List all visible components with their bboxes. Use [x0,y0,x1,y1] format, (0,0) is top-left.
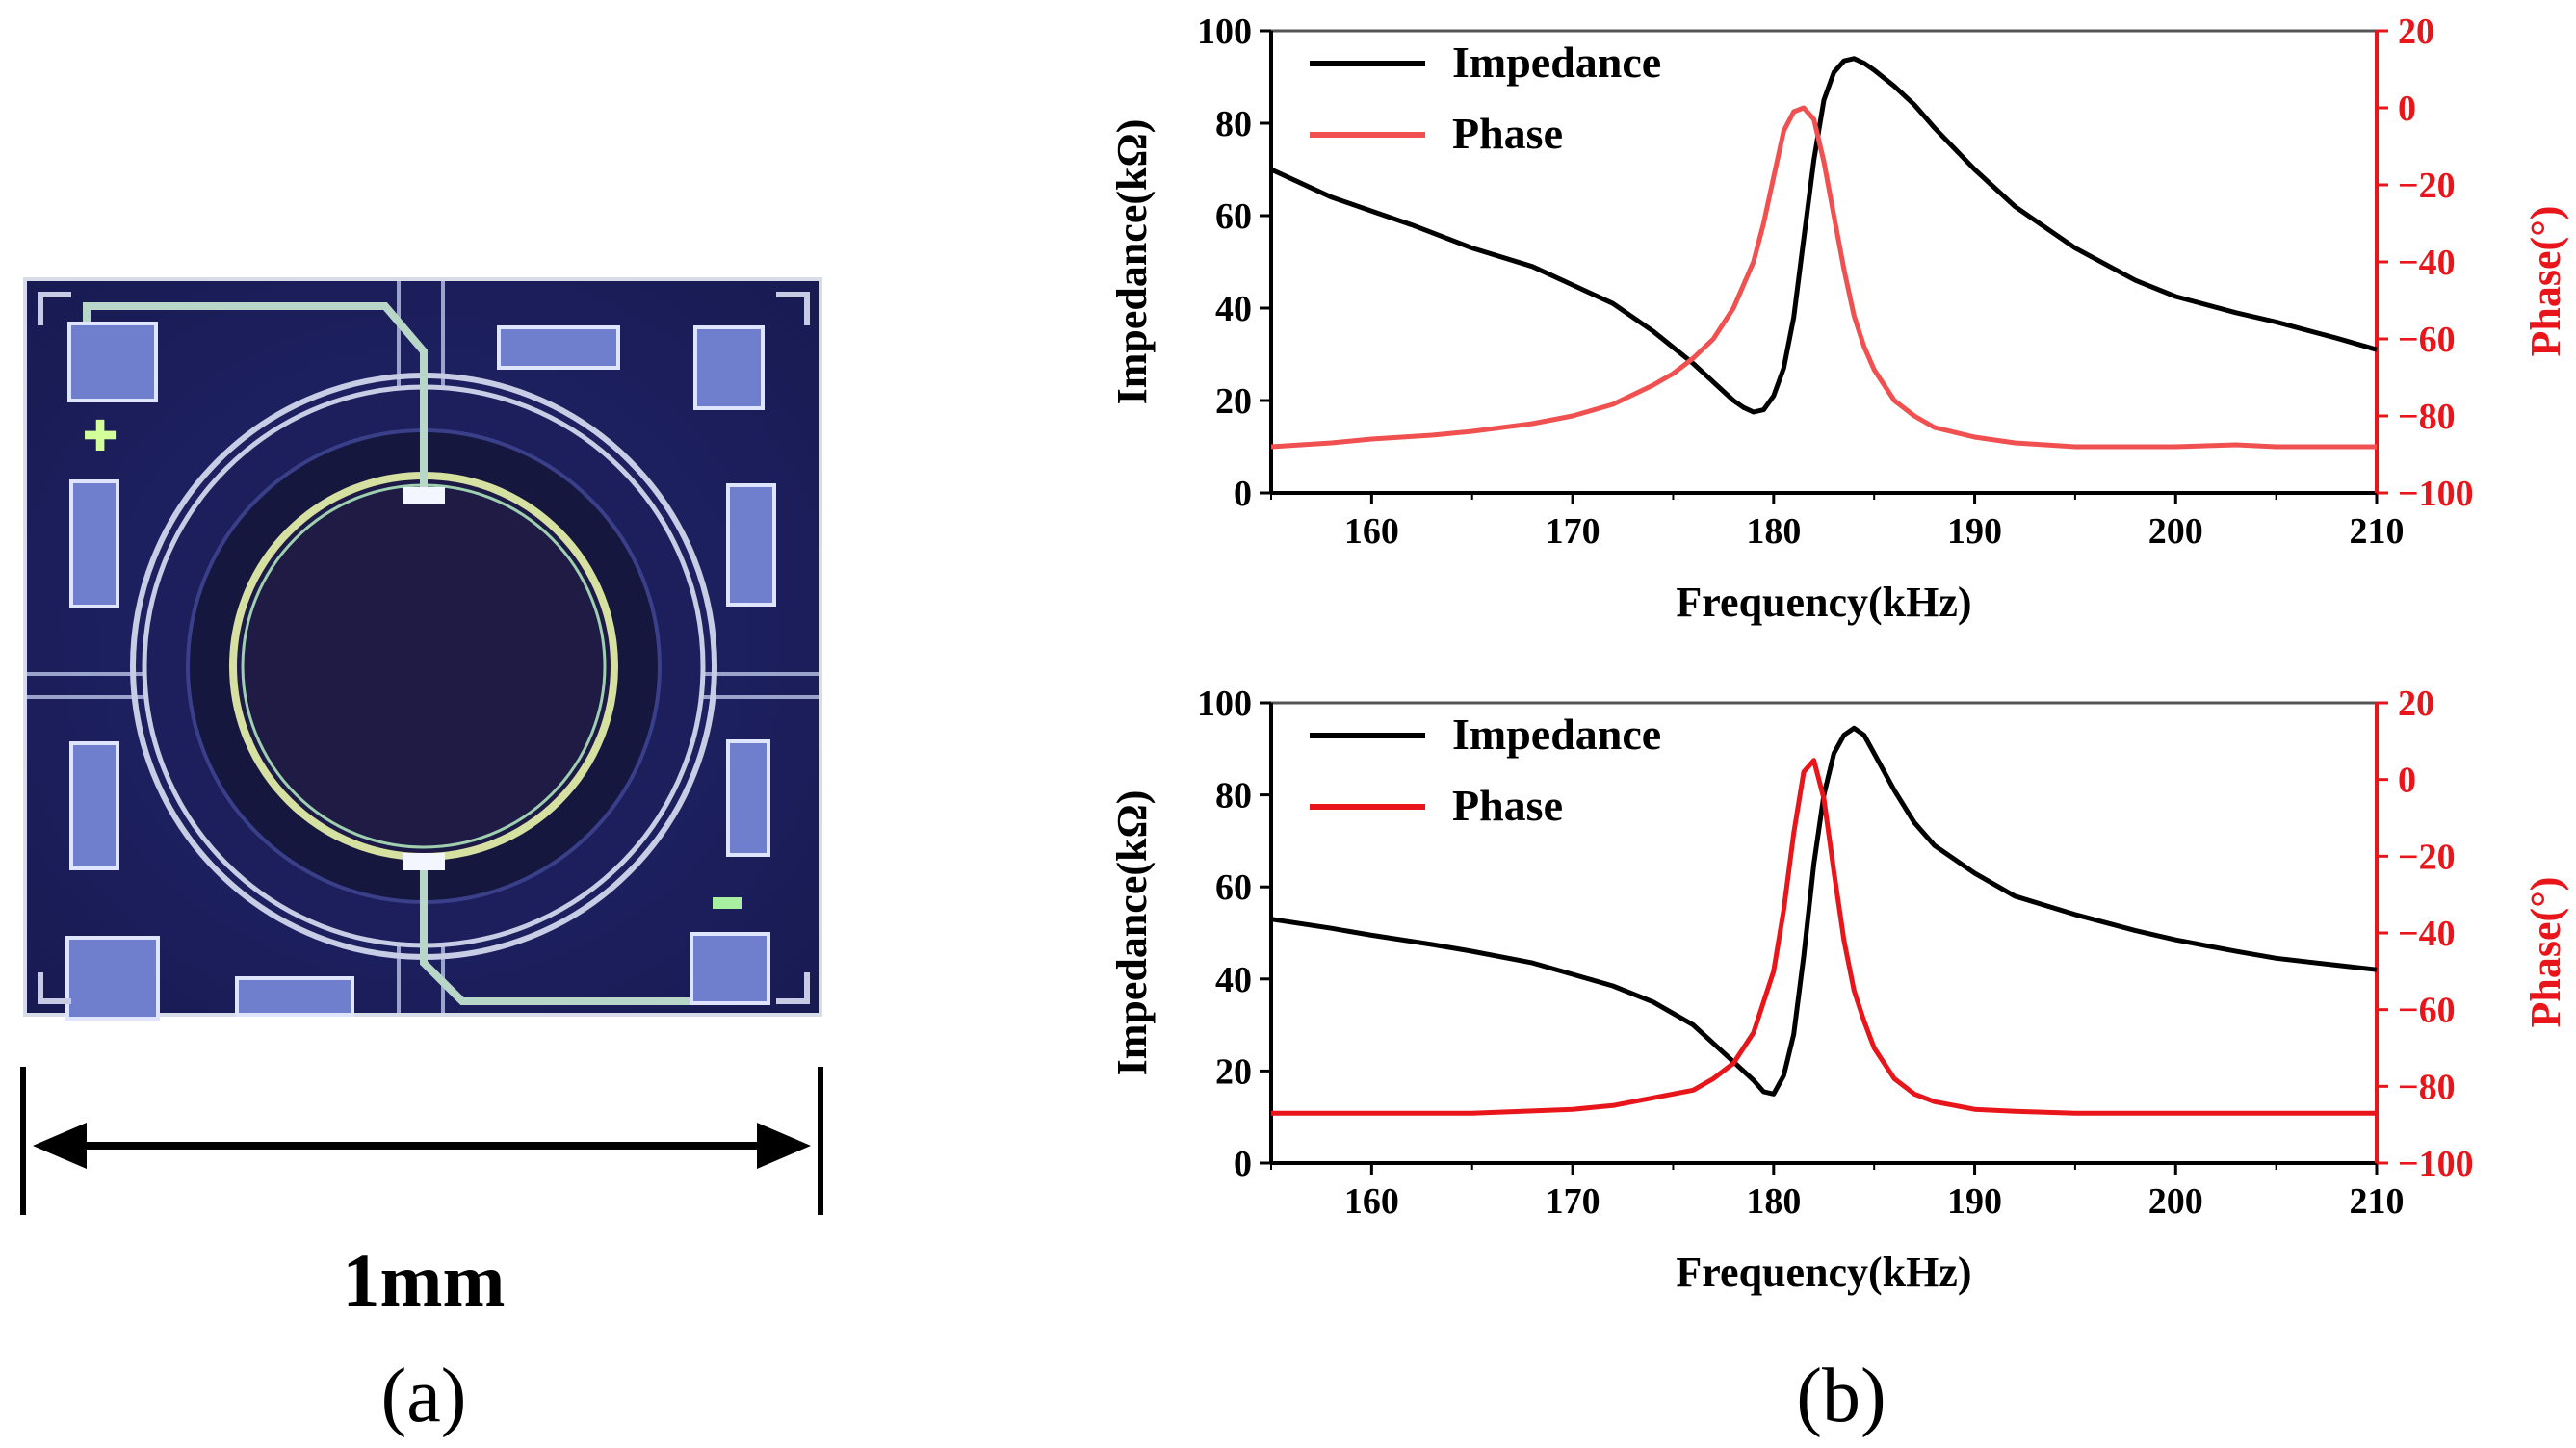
y-tick-label: 60 [1215,196,1252,237]
y-tick-label: 100 [1197,684,1252,724]
y2-tick-label: −60 [2398,991,2456,1031]
y2-tick-label: 20 [2398,12,2434,52]
y-tick-label: 60 [1215,867,1252,908]
y2-tick-label: −20 [2398,837,2456,877]
y-tick-label: 100 [1197,12,1252,52]
x-tick-label: 190 [1947,511,2002,552]
x-tick-label: 210 [2350,511,2405,552]
y2-tick-label: 20 [2398,684,2434,724]
y2-tick-label: 0 [2398,761,2416,801]
x-tick-label: 210 [2350,1181,2405,1222]
x-tick-label: 170 [1546,1181,1600,1222]
y-axis-title: Impedance(kΩ) [1108,119,1156,405]
series-phase-line [1270,105,2377,450]
scale-label: 1mm [343,1238,506,1322]
x-tick-label: 170 [1546,511,1600,552]
y2-tick-label: −100 [2398,474,2474,514]
y-tick-label: 80 [1215,104,1252,144]
x-axis-title: Frequency(kHz) [1676,1249,1971,1296]
y2-tick-label: −20 [2398,166,2456,206]
y-tick-label: 20 [1215,381,1252,422]
series-phase-line [1271,758,2377,1116]
y-axis-title: Impedance(kΩ) [1108,790,1156,1076]
y-tick-label: 20 [1215,1051,1252,1092]
x-tick-label: 190 [1947,1181,2002,1222]
svg-text:✚: ✚ [83,412,118,461]
x-tick-label: 200 [2148,511,2203,552]
series-impedance-line [1270,725,2378,1097]
y2-tick-label: −80 [2398,397,2456,437]
panel-a-label: (a) [381,1354,467,1438]
x-tick-label: 200 [2148,1181,2203,1222]
y2-tick-label: 0 [2398,89,2416,129]
y-tick-label: 40 [1215,960,1252,1000]
y-tick-label: 80 [1215,776,1252,816]
x-axis-title: Frequency(kHz) [1676,579,1971,626]
chip-photo: ✚ [23,277,822,1021]
legend-label-impedance: Impedance [1452,38,1661,87]
legend-label-phase: Phase [1452,109,1563,158]
impedance-phase-chart-bottom: 160 170 180 190 200 210020406080100−100−80−60… [1108,684,2569,1296]
y2-axis-title: Phase(°) [2522,206,2569,357]
x-tick-label: 160 [1344,511,1399,552]
x-tick-label: 180 [1746,1181,1801,1222]
y2-axis-title: Phase(°) [2522,877,2569,1028]
y2-tick-label: −40 [2398,914,2456,954]
scale-bar [20,1067,823,1215]
y-tick-label: 0 [1234,474,1252,514]
y2-tick-label: −60 [2398,320,2456,360]
series-impedance-line [1269,56,2378,415]
legend-label-impedance: Impedance [1452,710,1661,759]
y-tick-label: 40 [1215,289,1252,329]
impedance-phase-chart-top: 160 170 180 190 200 210020406080100−100−80−60… [1108,12,2569,626]
y-tick-label: 0 [1234,1144,1252,1184]
y2-tick-label: −100 [2398,1144,2474,1184]
y2-tick-label: −80 [2398,1067,2456,1107]
y2-tick-label: −40 [2398,243,2456,283]
legend-label-phase: Phase [1452,781,1563,830]
panel-b-label: (b) [1796,1354,1886,1438]
x-tick-label: 180 [1746,511,1801,552]
x-tick-label: 160 [1344,1181,1399,1222]
